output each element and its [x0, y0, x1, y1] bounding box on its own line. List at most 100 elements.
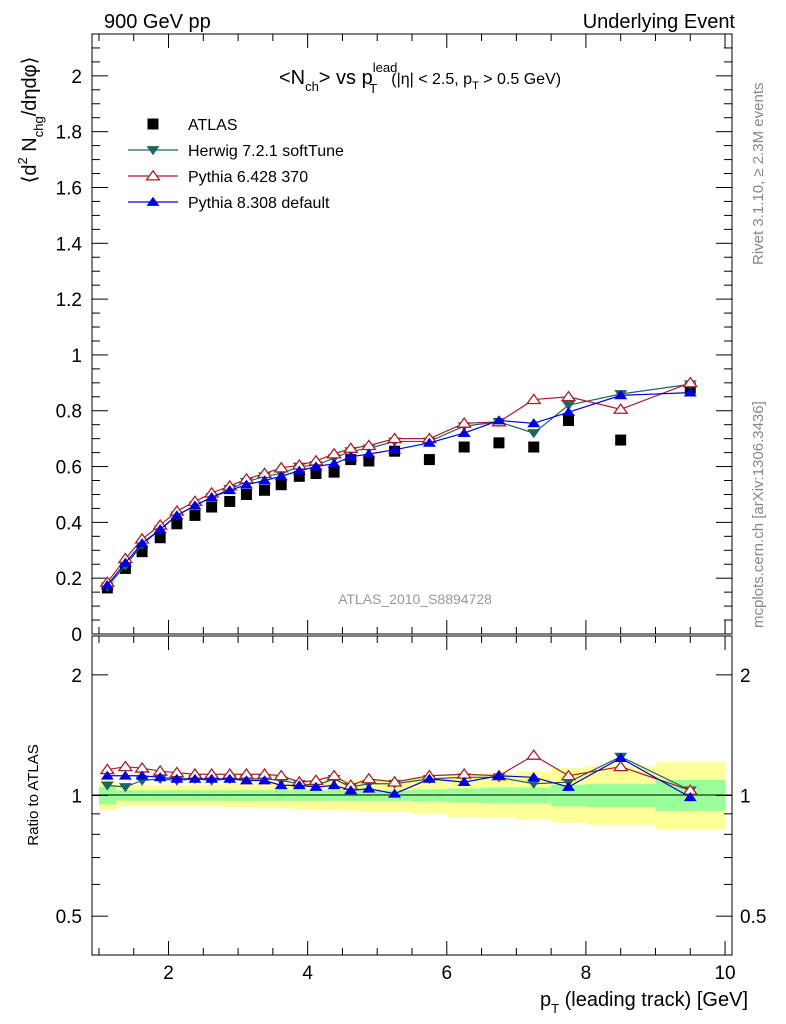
title-b: > vs p: [319, 67, 373, 89]
data-point: [386, 432, 403, 444]
header-left: 900 GeV pp: [104, 11, 211, 33]
y-tick-label: 1.4: [56, 234, 83, 255]
data-point: [224, 495, 236, 507]
main-y-axis: 0 0.2 0.4 0.6 0.8 1 1.2 1.4 1.6 1.8 2: [56, 47, 732, 646]
ratio-y-axis: 0.5 0.5 1 1 2 2: [56, 666, 767, 928]
data-point: [683, 792, 697, 802]
data-point: [327, 780, 341, 790]
y-tick-label: 1.2: [56, 290, 82, 311]
data-point: [309, 461, 323, 471]
y-tick-label: 0.2: [56, 569, 82, 590]
title-a-sub: ch: [305, 79, 319, 94]
data-point: [154, 532, 166, 544]
data-point: [422, 773, 436, 783]
data-point: [525, 393, 542, 405]
data-point: [362, 448, 376, 458]
data-point: [456, 416, 472, 428]
x-tick-label: 8: [581, 963, 592, 984]
data-point: [273, 769, 289, 781]
data-point: [527, 429, 541, 439]
y-tick-label: 0.4: [56, 513, 83, 534]
ratio-series-group: [99, 748, 699, 802]
legend-item: Herwig 7.2.1 softTune: [128, 143, 344, 160]
data-point: [423, 454, 435, 466]
ylabel-close: /dηdφ⟩: [19, 57, 41, 117]
data-point: [275, 479, 287, 491]
data-point: [239, 479, 253, 489]
data-point: [562, 406, 576, 417]
data-point: [563, 415, 575, 427]
x-tick-label: 2: [163, 963, 174, 984]
data-point: [292, 780, 306, 790]
data-point: [170, 773, 184, 783]
ratio-y-axis-label: Ratio to ATLAS: [25, 744, 42, 845]
data-point: [118, 770, 132, 780]
legend-marker: [146, 146, 160, 156]
data-point: [171, 518, 183, 530]
data-point: [274, 471, 288, 481]
mcplots-label: mcplots.cern.ch [arXiv:1306.3436]: [750, 401, 767, 628]
data-point: [205, 492, 219, 502]
header-right: Underlying Event: [583, 11, 736, 33]
data-point: [100, 770, 114, 780]
series-pythia-8-308-default: [100, 387, 697, 590]
data-point: [326, 447, 342, 459]
data-point: [100, 781, 114, 791]
legend-item: Pythia 6.428 370: [128, 169, 308, 186]
data-point: [528, 441, 540, 453]
main-x-axis: [98, 34, 726, 634]
data-point: [388, 788, 402, 798]
data-point: [492, 770, 506, 780]
data-point: [100, 579, 114, 590]
data-point: [170, 510, 184, 520]
data-point: [136, 546, 148, 558]
data-point: [682, 376, 699, 388]
y-tick-label: 0.8: [56, 402, 82, 423]
title-cut: (|η| < 2.5, p: [391, 71, 472, 88]
title-b-sup: lead: [373, 60, 398, 75]
x-tick-label: 10: [714, 963, 735, 984]
main-plot-frame: [91, 33, 733, 635]
data-point: [525, 748, 542, 760]
legend-item: ATLAS: [147, 117, 238, 134]
data-point: [527, 418, 541, 428]
legend-marker: [147, 118, 159, 130]
data-point: [493, 437, 505, 449]
legend-marker: [146, 196, 160, 206]
data-point: [560, 390, 577, 402]
data-point: [153, 524, 167, 534]
data-point: [223, 485, 237, 495]
data-point: [362, 783, 376, 793]
data-point: [457, 776, 471, 787]
ratio-y-tick-label: 1: [71, 787, 82, 808]
data-point: [188, 773, 202, 783]
data-point: [293, 470, 305, 482]
data-point: [240, 488, 252, 500]
legend: ATLAS Herwig 7.2.1 softTune Pythia 6.428 3…: [128, 117, 344, 212]
y-tick-label: 1.6: [56, 178, 82, 199]
data-point: [458, 441, 470, 453]
data-point: [223, 773, 237, 783]
data-point: [344, 451, 358, 461]
legend-label: Pythia 8.308 default: [188, 195, 330, 212]
main-y-axis-label: ⟨d2 Nchg/dηdφ⟩: [15, 57, 46, 184]
legend-item: Pythia 8.308 default: [128, 195, 330, 212]
title-b-sub: T: [369, 81, 377, 96]
legend-marker: [145, 169, 161, 181]
title-a: <N: [279, 67, 305, 89]
data-point: [205, 773, 219, 783]
data-point: [206, 501, 218, 513]
data-point: [309, 781, 323, 791]
data-point: [274, 780, 288, 790]
data-point: [612, 403, 629, 414]
y-tick-label: 1.8: [56, 123, 82, 144]
data-point: [258, 775, 272, 785]
data-point: [328, 466, 340, 478]
data-point: [118, 557, 132, 567]
rivet-version-label: Rivet 3.1.10, ≥ 2.3M events: [750, 83, 767, 266]
data-point: [527, 772, 541, 782]
data-point: [560, 769, 577, 781]
ratio-y-tick-label: 2: [71, 666, 82, 687]
data-point: [118, 783, 132, 793]
